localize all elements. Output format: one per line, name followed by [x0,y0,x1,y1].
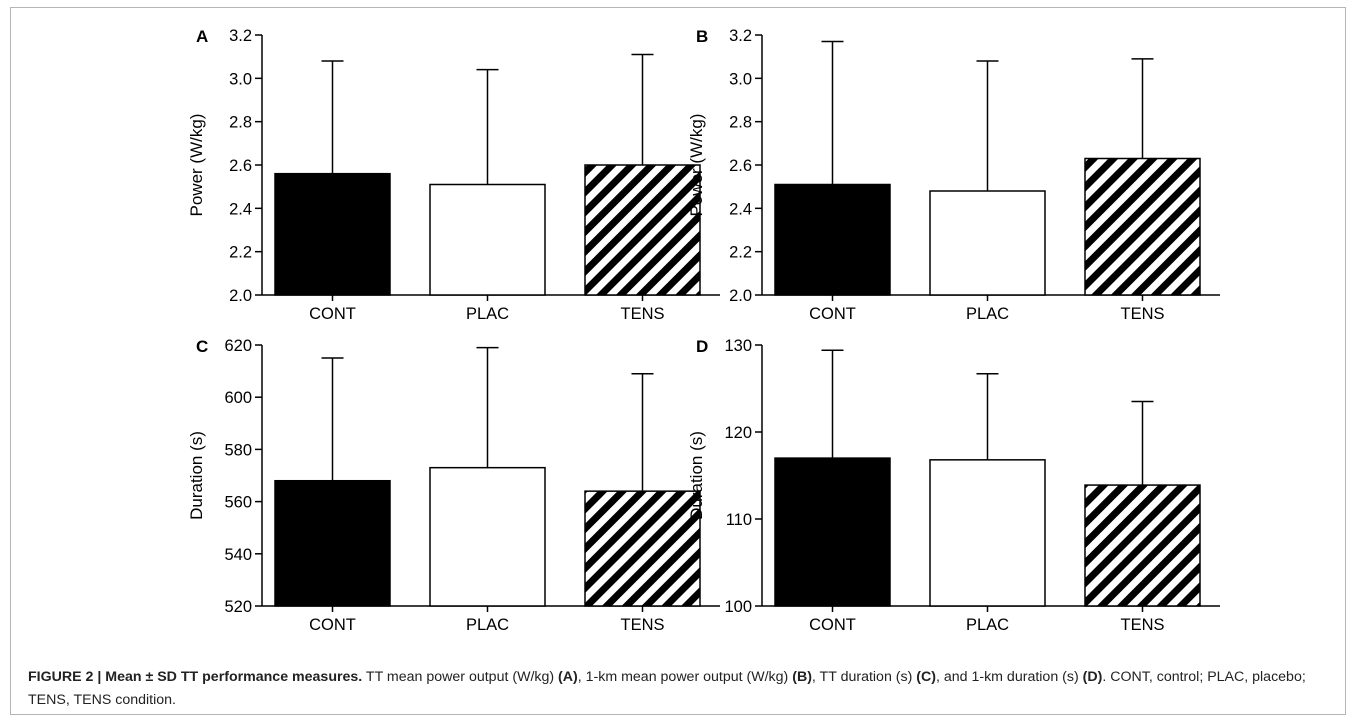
panel-label-c: C [196,337,208,356]
y-tick-label: 600 [224,389,252,407]
chart-panel-b: B 2.0 2.2 2.4 2.6 2.8 3.0 3.2 Power (W/kg) CONT PL… [687,27,1220,323]
y-tick-label: 110 [726,511,752,529]
y-tick-label: 2.0 [229,287,252,305]
y-tick-label: 580 [224,441,252,459]
caption-figure-label: FIGURE 2 | Mean ± SD TT performance meas… [28,669,363,685]
x-tick-label-cont: CONT [309,616,356,634]
y-tick-label: 540 [224,546,252,564]
y-tick-label: 3.2 [729,27,752,45]
y-tick-label: 2.2 [729,244,752,262]
bar-plac [429,183,546,296]
caption-text-2: , 1-km mean power output (W/kg) [577,669,793,685]
x-tick-label-cont: CONT [309,305,356,323]
x-tick-label-cont: CONT [809,305,856,323]
chart-panel-d: D 100 110 120 130 Duration (s) CONT PLAC TENS [687,337,1220,634]
bar-tens [584,490,701,607]
y-tick-label: 2.4 [229,200,252,218]
bar-tens [1084,157,1201,296]
bar-tens [584,164,701,296]
x-tick-label-tens: TENS [1120,305,1164,323]
y-tick-label: 2.4 [729,200,752,218]
y-axis-label: Duration (s) [687,431,706,520]
panel-label-b: B [696,27,708,46]
x-tick-label-plac: PLAC [966,616,1009,634]
y-tick-label: 3.0 [729,70,752,88]
caption-text-4: , and 1-km duration (s) [935,669,1083,685]
x-tick-label-cont: CONT [809,616,856,634]
caption-text-1: TT mean power output (W/kg) [362,669,559,685]
panel-label-a: A [196,27,208,46]
figure-charts: A 2.0 2.2 2.4 2.6 2.8 3.0 3.2 Power (W/kg) CONT PL… [187,27,1220,634]
bar-cont [774,183,891,296]
x-tick-label-plac: PLAC [966,305,1009,323]
y-tick-label: 2.6 [229,157,252,175]
bar-plac [929,190,1046,296]
y-tick-label: 2.8 [729,114,752,132]
bar-cont [274,479,391,607]
panel-label-d: D [696,337,708,356]
y-tick-label: 3.2 [229,27,252,45]
chart-panel-a: A 2.0 2.2 2.4 2.6 2.8 3.0 3.2 Power (W/kg) CONT PL… [187,27,720,323]
figure-caption: FIGURE 2 | Mean ± SD TT performance meas… [28,666,1328,712]
caption-ref-c: (C) [916,669,936,685]
y-tick-label: 2.2 [229,244,252,262]
x-tick-label-tens: TENS [620,305,664,323]
x-tick-label-tens: TENS [1120,616,1164,634]
y-tick-label: 100 [724,598,752,616]
y-tick-label: 2.8 [229,114,252,132]
y-axis-label: Duration (s) [187,431,206,520]
y-tick-label: 130 [724,337,752,355]
y-tick-label: 560 [224,494,252,512]
x-tick-label-plac: PLAC [466,616,509,634]
y-tick-label: 620 [224,337,252,355]
y-tick-label: 2.0 [729,287,752,305]
y-tick-label: 120 [724,424,752,442]
bar-plac [929,459,1046,607]
caption-ref-a: (A) [558,669,578,685]
bar-cont [774,457,891,607]
caption-text-5: . CONT, control; PLAC, placebo; TENS, TE… [28,669,1306,708]
y-axis-label: Power (W/kg) [687,114,706,217]
caption-ref-b: (B) [792,669,812,685]
bar-cont [274,172,391,296]
bar-plac [429,466,546,607]
bar-tens [1084,484,1201,607]
y-tick-label: 3.0 [229,70,252,88]
y-tick-label: 520 [224,598,252,616]
x-tick-label-tens: TENS [620,616,664,634]
y-tick-label: 2.6 [729,157,752,175]
figure-frame [10,7,1346,715]
y-axis-label: Power (W/kg) [187,114,206,217]
x-tick-label-plac: PLAC [466,305,509,323]
caption-text-3: , TT duration (s) [811,669,917,685]
chart-panel-c: C 520 540 560 580 600 620 Duration (s) CONT PLAC T… [187,337,720,634]
caption-ref-d: (D) [1082,669,1103,685]
